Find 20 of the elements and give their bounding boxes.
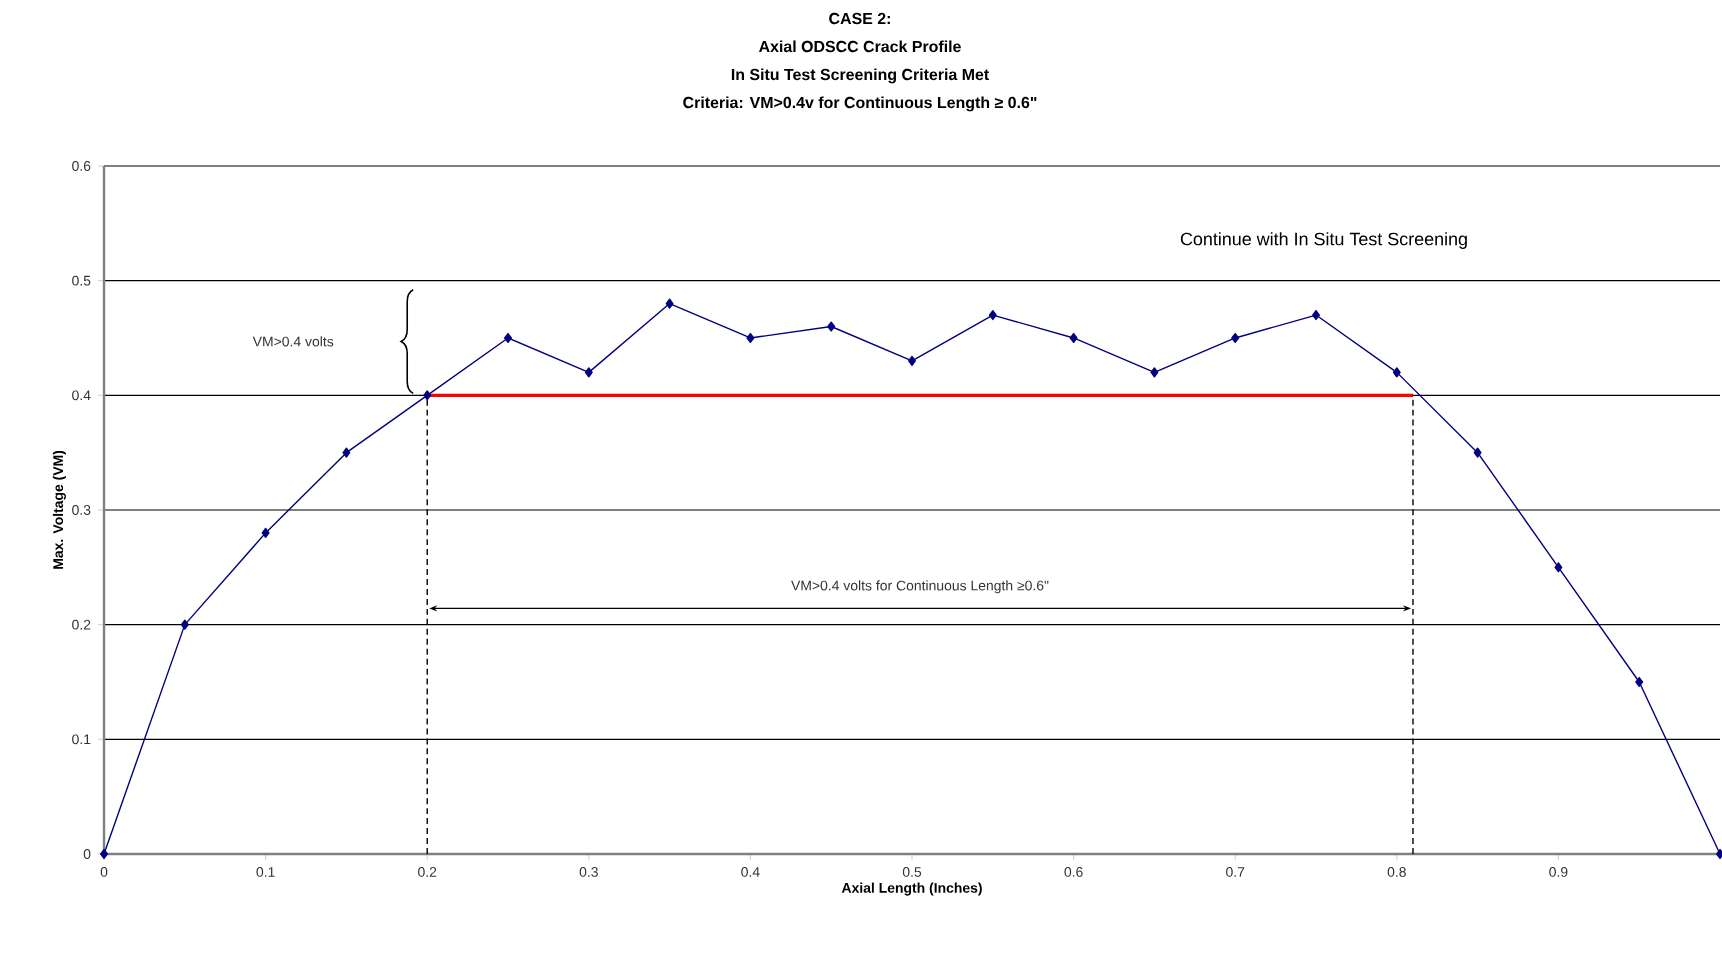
point bbox=[1392, 367, 1401, 378]
point bbox=[988, 309, 997, 321]
point bbox=[180, 619, 189, 630]
point bbox=[100, 848, 109, 860]
point bbox=[746, 332, 755, 344]
point bbox=[1069, 332, 1078, 344]
point bbox=[1635, 676, 1644, 688]
point bbox=[1312, 309, 1321, 321]
point bbox=[1231, 332, 1240, 344]
point bbox=[342, 447, 351, 458]
point bbox=[1473, 447, 1482, 458]
point bbox=[1150, 367, 1159, 378]
point bbox=[827, 321, 836, 332]
annotation: Continue with In Situ Test Screening bbox=[1180, 232, 1467, 249]
point bbox=[908, 355, 917, 366]
point bbox=[423, 390, 432, 401]
point bbox=[1554, 562, 1563, 573]
point bbox=[584, 367, 593, 378]
point bbox=[261, 527, 270, 538]
point bbox=[665, 298, 674, 309]
